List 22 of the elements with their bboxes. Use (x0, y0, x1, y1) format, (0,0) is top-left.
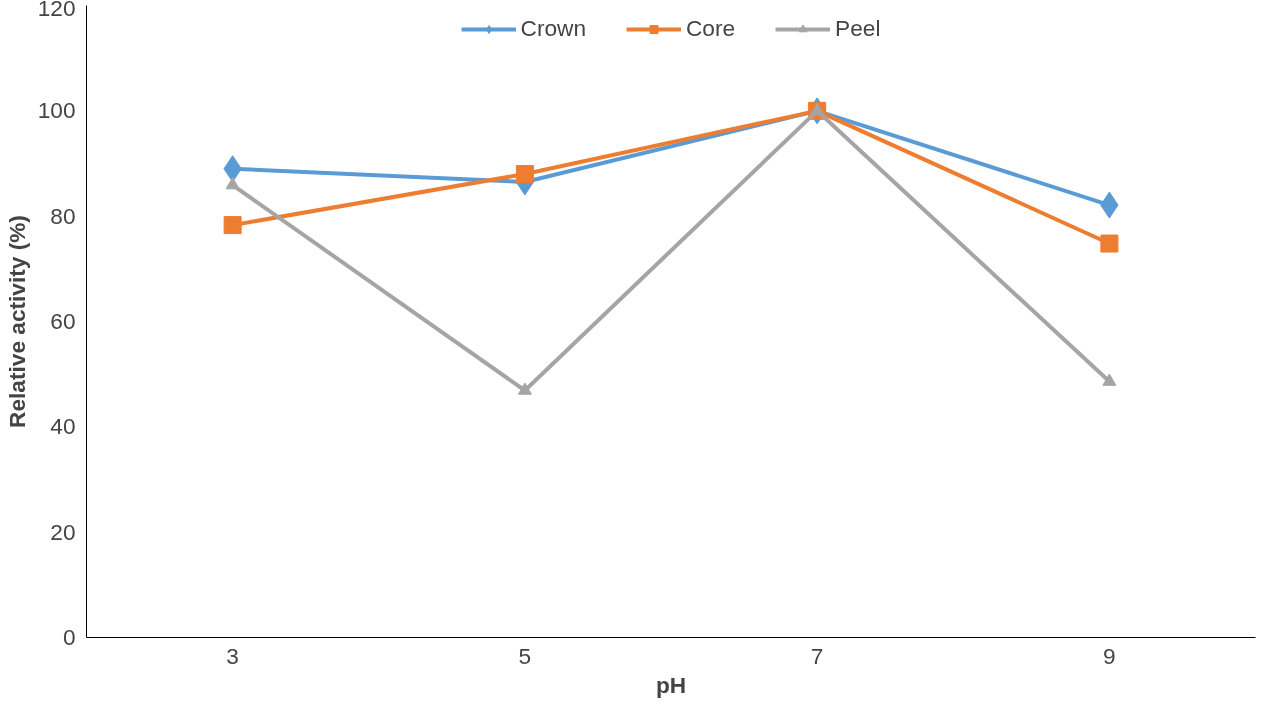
x-axis-title: pH (655, 671, 687, 698)
x-tick-label: 7 (810, 642, 824, 669)
y-axis-title: Relative activity (%) (3, 215, 30, 428)
legend-label: Crown (520, 15, 586, 42)
y-tick-label: 20 (50, 518, 76, 545)
x-tick-label: 3 (226, 642, 239, 669)
y-tick-label: 80 (50, 202, 76, 229)
point (515, 165, 534, 184)
legend-label: Core (686, 15, 736, 42)
y-tick-label: 40 (50, 413, 76, 440)
y-tick-label: 0 (62, 624, 76, 650)
x-tick-label: 5 (518, 642, 532, 669)
point (223, 216, 242, 235)
y-tick-label: 120 (37, 0, 76, 21)
point (1102, 373, 1117, 386)
point (517, 382, 532, 395)
point (225, 177, 240, 190)
y-tick-label: 100 (37, 97, 76, 124)
point (1100, 234, 1119, 253)
y-tick-label: 60 (50, 308, 76, 334)
legend-label: Peel (835, 15, 881, 42)
x-tick-label: 9 (1103, 642, 1116, 669)
